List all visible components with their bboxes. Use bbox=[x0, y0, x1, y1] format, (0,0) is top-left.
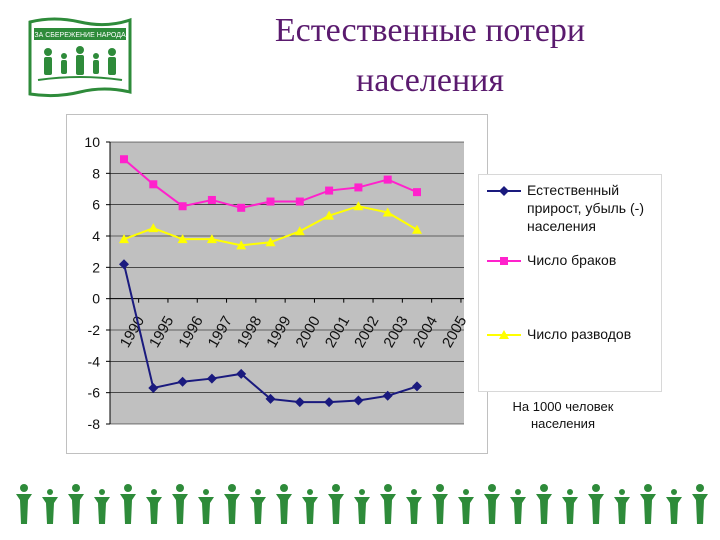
person-icon bbox=[328, 484, 344, 524]
data-point bbox=[324, 210, 335, 220]
y-tick-label: 4 bbox=[92, 228, 100, 244]
person-icon bbox=[250, 489, 266, 524]
data-point bbox=[354, 183, 363, 192]
data-point bbox=[412, 381, 422, 392]
logo: ЗА СБЕРЕЖЕНИЕ НАРОДА bbox=[28, 17, 132, 98]
person-icon bbox=[562, 489, 578, 524]
data-point bbox=[353, 201, 364, 211]
person-icon bbox=[94, 489, 110, 524]
legend-label: Число разводов bbox=[527, 326, 632, 342]
data-point bbox=[325, 186, 334, 195]
y-tick-label: 6 bbox=[92, 197, 100, 213]
person-icon bbox=[406, 489, 422, 524]
y-tick-label: 0 bbox=[92, 291, 100, 307]
footer-people-ornament bbox=[16, 484, 708, 524]
person-icon bbox=[588, 484, 604, 524]
data-point bbox=[382, 390, 393, 401]
person-icon bbox=[510, 489, 526, 524]
units-note: На 1000 человек населения bbox=[488, 398, 638, 432]
data-point bbox=[206, 234, 217, 244]
data-point bbox=[237, 203, 246, 212]
y-tick-label: -6 bbox=[88, 385, 101, 401]
page-title: Естественные потери населения bbox=[170, 6, 690, 106]
data-point bbox=[148, 382, 159, 393]
data-point bbox=[119, 259, 129, 270]
data-point bbox=[207, 195, 216, 204]
data-point bbox=[120, 155, 128, 164]
person-icon bbox=[354, 489, 370, 524]
person-icon bbox=[198, 489, 214, 524]
y-tick-label: -2 bbox=[88, 322, 101, 338]
y-tick-label: -8 bbox=[88, 416, 101, 432]
person-icon bbox=[692, 484, 708, 524]
chart-legend: Естественный прирост, убыль (-) населения Ч… bbox=[478, 174, 662, 392]
data-point bbox=[382, 207, 393, 217]
legend-label: Естественный прирост, убыль (-) населения bbox=[527, 182, 644, 234]
person-icon bbox=[536, 484, 552, 524]
person-icon bbox=[276, 484, 292, 524]
person-icon bbox=[68, 484, 84, 524]
line-chart: 1086420-2-4-6-81990199519961997199819992… bbox=[84, 134, 470, 432]
data-point bbox=[266, 197, 275, 206]
units-note-line-2: населения bbox=[530, 416, 595, 431]
people-icon bbox=[44, 46, 116, 75]
legend-swatch bbox=[487, 257, 521, 265]
data-point bbox=[178, 202, 187, 211]
person-icon bbox=[120, 484, 136, 524]
data-point bbox=[413, 188, 421, 197]
data-point bbox=[294, 397, 305, 408]
plot-background bbox=[110, 142, 464, 424]
y-tick-label: -4 bbox=[88, 353, 101, 369]
data-point bbox=[383, 175, 392, 184]
person-icon bbox=[224, 484, 240, 524]
data-point bbox=[265, 393, 276, 404]
data-point bbox=[177, 376, 188, 387]
data-point bbox=[324, 397, 335, 408]
y-tick-label: 10 bbox=[84, 134, 100, 150]
person-icon bbox=[432, 484, 448, 524]
data-point bbox=[236, 240, 247, 250]
data-point bbox=[177, 234, 188, 244]
person-icon bbox=[172, 484, 188, 524]
data-point bbox=[294, 226, 305, 236]
person-icon bbox=[458, 489, 474, 524]
data-point bbox=[206, 373, 217, 384]
data-point bbox=[236, 368, 247, 379]
title-line-1: Естественные потери bbox=[274, 12, 586, 49]
legend-label: Число браков bbox=[527, 252, 617, 268]
data-point bbox=[412, 224, 422, 234]
y-tick-label: 2 bbox=[92, 259, 100, 275]
person-icon bbox=[16, 484, 32, 524]
person-icon bbox=[302, 489, 318, 524]
person-icon bbox=[666, 489, 682, 524]
person-icon bbox=[640, 484, 656, 524]
data-point bbox=[148, 223, 159, 233]
data-point bbox=[119, 234, 129, 244]
person-icon bbox=[484, 484, 500, 524]
logo-text: ЗА СБЕРЕЖЕНИЕ НАРОДА bbox=[34, 32, 126, 39]
legend-swatch bbox=[487, 186, 521, 196]
data-point bbox=[295, 197, 304, 206]
data-point bbox=[353, 395, 364, 406]
person-icon bbox=[42, 489, 58, 524]
title-line-2: населения bbox=[356, 62, 504, 99]
y-tick-label: 8 bbox=[92, 165, 100, 181]
units-note-line-1: На 1000 человек bbox=[512, 399, 614, 414]
data-point bbox=[149, 180, 158, 189]
person-icon bbox=[380, 484, 396, 524]
data-point bbox=[265, 237, 276, 247]
person-icon bbox=[614, 489, 630, 524]
legend-swatch bbox=[487, 330, 521, 339]
person-icon bbox=[146, 489, 162, 524]
